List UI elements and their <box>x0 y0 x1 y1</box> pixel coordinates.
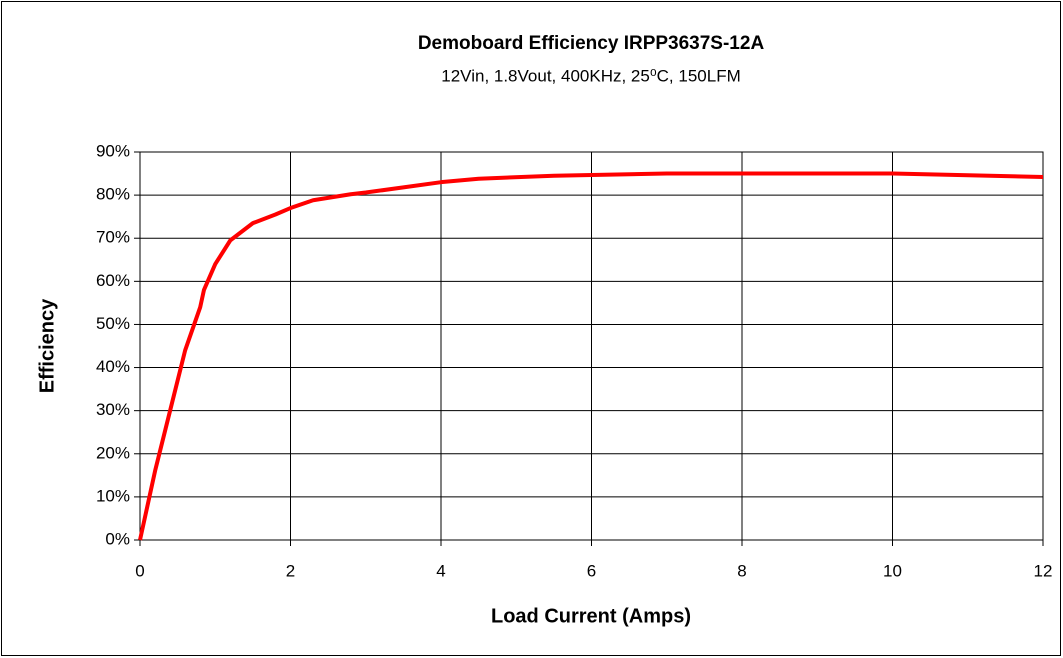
line <box>138 171 1044 541</box>
y-tick-label: 80% <box>96 185 130 204</box>
chart-title: Demoboard Efficiency IRPP3637S-12A <box>418 33 765 54</box>
chart-subtitle: 12Vin, 1.8Vout, 400KHz, 25⁰C, 150LFM <box>441 66 740 85</box>
y-tick-label: 50% <box>96 314 130 333</box>
x-tick-label: 12 <box>1034 561 1053 580</box>
x-tick-label: 10 <box>883 561 902 580</box>
x-tick-label: 4 <box>436 561 445 580</box>
y-tick-label: 30% <box>96 400 130 419</box>
y-tick-label: 70% <box>96 228 130 247</box>
y-tick-label: 0% <box>105 529 130 548</box>
x-tick-label: 2 <box>286 561 295 580</box>
x-tick-label: 0 <box>135 561 144 580</box>
y-tick-label: 90% <box>96 141 130 160</box>
x-tick-label: 8 <box>737 561 746 580</box>
y-tick-label: 40% <box>96 357 130 376</box>
y-tick-label: 60% <box>96 271 130 290</box>
x-axis-title: Load Current (Amps) <box>491 605 691 627</box>
y-tick-label: 20% <box>96 443 130 462</box>
y-axis-title: Efficiency <box>36 298 58 393</box>
y-tick-label: 10% <box>96 486 130 505</box>
x-tick-label: 6 <box>587 561 596 580</box>
